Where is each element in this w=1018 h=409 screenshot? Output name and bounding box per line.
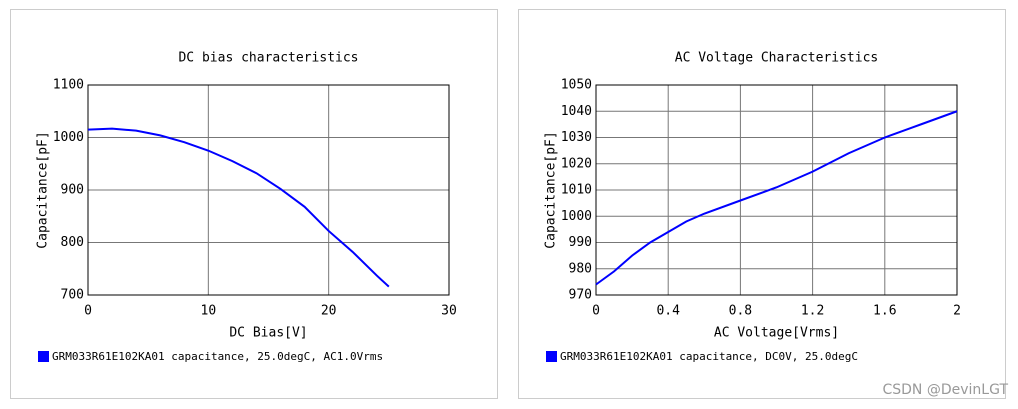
line <box>595 110 958 286</box>
x-tick-label: 0 <box>592 304 600 319</box>
x-tick-label: 30 <box>441 304 457 319</box>
y-tick-label: 980 <box>569 261 592 276</box>
y-tick-label: 990 <box>569 235 592 250</box>
y-tick-label: 970 <box>569 288 592 303</box>
chart-title: AC Voltage Characteristics <box>675 51 879 66</box>
y-axis-label: Capacitance[pF] <box>36 131 51 248</box>
y-tick-label: 900 <box>61 183 84 198</box>
line <box>87 127 390 288</box>
x-tick-label: 0.4 <box>656 304 680 319</box>
y-tick-label: 1100 <box>53 78 84 93</box>
y-tick-label: 1000 <box>53 130 84 145</box>
x-tick-label: 0.8 <box>729 304 752 319</box>
legend-swatch <box>38 351 49 362</box>
x-tick-label: 2 <box>953 304 961 319</box>
legend-label: GRM033R61E102KA01 capacitance, 25.0degC,… <box>52 350 383 363</box>
x-tick-label: 1.2 <box>801 304 824 319</box>
y-tick-label: 1010 <box>561 183 592 198</box>
y-tick-label: 1030 <box>561 130 592 145</box>
x-axis-label: AC Voltage[Vrms] <box>714 326 839 341</box>
y-tick-label: 700 <box>61 288 84 303</box>
x-tick-label: 10 <box>201 304 217 319</box>
x-tick-label: 20 <box>321 304 337 319</box>
y-tick-label: 1050 <box>561 78 592 93</box>
legend-label: GRM033R61E102KA01 capacitance, DC0V, 25.… <box>560 350 858 363</box>
y-tick-label: 1000 <box>561 209 592 224</box>
y-tick-label: 1020 <box>561 156 592 171</box>
watermark: CSDN @DevinLGT <box>882 382 1008 398</box>
y-tick-label: 800 <box>61 235 84 250</box>
plot-frame <box>595 84 958 296</box>
y-tick-label: 1040 <box>561 104 592 119</box>
y-axis-label: Capacitance[pF] <box>544 131 559 248</box>
plot-frame <box>87 84 450 296</box>
x-tick-label: 1.6 <box>873 304 896 319</box>
legend-swatch <box>546 351 557 362</box>
x-tick-label: 0 <box>84 304 92 319</box>
x-axis-label: DC Bias[V] <box>229 326 307 341</box>
chart-title: DC bias characteristics <box>178 51 358 66</box>
